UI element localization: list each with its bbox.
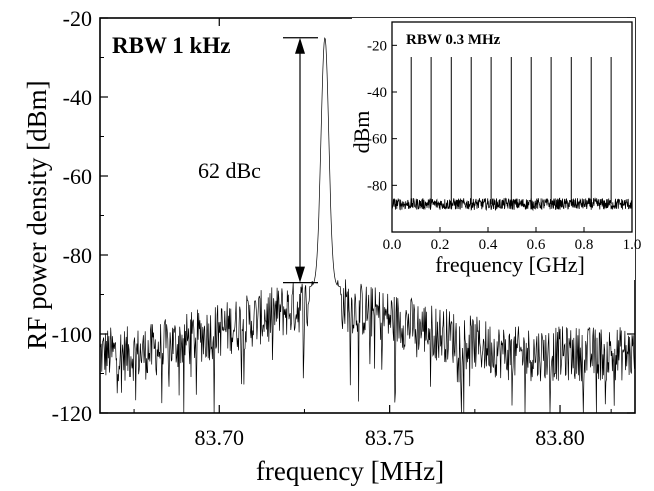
inset-comb-trace xyxy=(391,57,633,212)
main-x-tick-label: 83.80 xyxy=(535,425,585,450)
inset-y-tick-label: -80 xyxy=(367,178,387,194)
inset-x-tick-label: 0.6 xyxy=(527,237,546,253)
inset-noise-floor xyxy=(391,197,633,212)
main-axis-ticks: -20 -40 -60 -80 -100 -120 83.70 83.75 83.80 xyxy=(52,6,635,450)
inset-axis-ticks: -20 -40 -60 -80 0.0 0.2 0.4 0.6 0.8 1.0 xyxy=(367,38,641,253)
main-y-tick-label: -100 xyxy=(52,322,92,347)
main-y-axis-title: RF power density [dBm] xyxy=(22,80,52,349)
inset-x-tick-label: 0.8 xyxy=(575,237,594,253)
main-y-tick-label: -40 xyxy=(63,85,92,110)
arrow-head-up xyxy=(295,37,305,54)
inset-rbw-label: RBW 0.3 MHz xyxy=(406,32,501,48)
inset-y-axis-title: dBm xyxy=(349,111,374,154)
arrow-head-down xyxy=(295,266,305,283)
main-x-tick-label: 83.75 xyxy=(365,425,415,450)
inset-y-tick-label: -60 xyxy=(367,132,387,148)
main-y-tick-label: -80 xyxy=(63,243,92,268)
main-spectrum-chart: -20 -40 -60 -80 -100 -120 83.70 83.75 83.80 freq… xyxy=(22,6,636,486)
inset-x-tick-label: 0.2 xyxy=(431,237,450,253)
inset-x-tick-label: 0.4 xyxy=(479,237,498,253)
inset-background xyxy=(352,18,635,280)
main-rbw-label: RBW 1 kHz xyxy=(112,33,230,58)
main-y-tick-label: -60 xyxy=(63,164,92,189)
inset-spectrum-chart: -20 -40 -60 -80 0.0 0.2 0.4 0.6 0.8 1.0 frequency… xyxy=(349,18,641,280)
main-x-axis-title: frequency [MHz] xyxy=(256,456,444,486)
main-y-tick-label: -20 xyxy=(63,6,92,31)
inset-y-tick-label: -20 xyxy=(367,38,387,54)
inset-plot-frame xyxy=(391,21,633,233)
inset-x-axis-title: frequency [GHz] xyxy=(435,252,585,277)
dbc-annotation: 62 dBc xyxy=(198,158,261,183)
dbc-arrow xyxy=(283,37,318,284)
main-spectrum-trace xyxy=(99,37,636,414)
inset-x-tick-label: 1.0 xyxy=(623,237,642,253)
main-trace-line xyxy=(99,37,636,414)
main-x-tick-label: 83.70 xyxy=(195,425,245,450)
inset-y-tick-label: -40 xyxy=(367,85,387,101)
main-y-tick-label: -120 xyxy=(52,401,92,426)
inset-x-tick-label: 0.0 xyxy=(383,237,402,253)
